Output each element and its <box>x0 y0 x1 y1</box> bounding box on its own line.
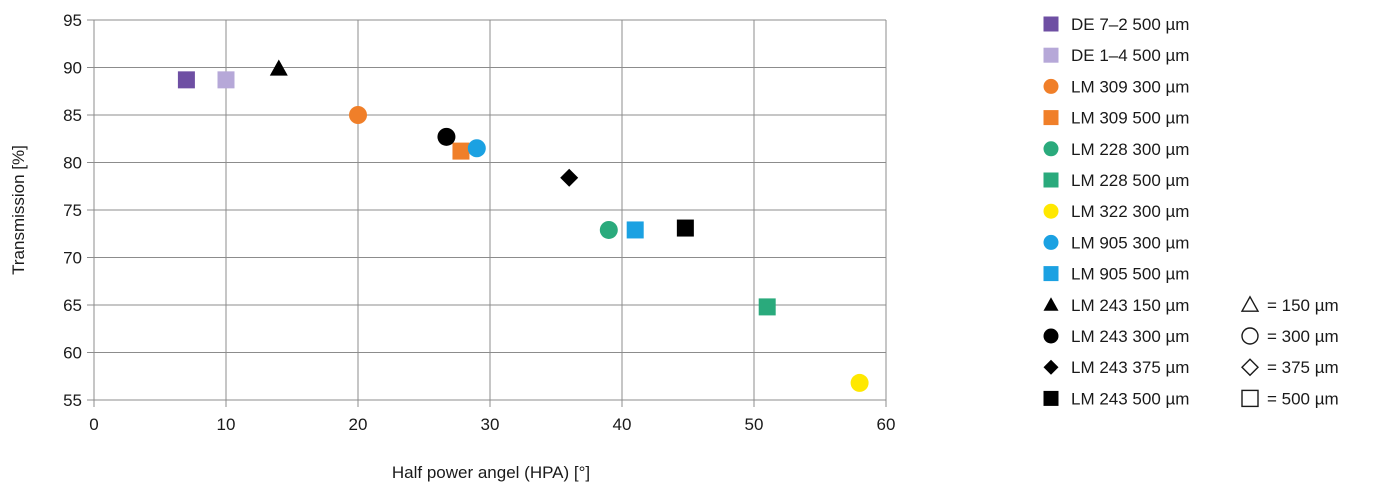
data-point-10 <box>269 59 288 76</box>
y-tick-label: 80 <box>63 154 82 173</box>
legend-label-10: LM 243 150 µm <box>1071 296 1189 315</box>
legend: DE 7–2 500 µm DE 1–4 500 µm LM 309 300 µm L… <box>1043 15 1189 408</box>
legend-marker-4 <box>1043 110 1059 126</box>
legend-label-11: LM 243 300 µm <box>1071 327 1189 346</box>
legend-marker-5 <box>1043 141 1059 157</box>
tick-labels: 55 60 65 70 75 80 85 90 95 0 10 20 30 40 50 60 <box>63 11 895 434</box>
y-tick-label: 70 <box>63 249 82 268</box>
x-tick-label: 60 <box>877 415 896 434</box>
x-tick-label: 20 <box>349 415 368 434</box>
y-tick-label: 75 <box>63 201 82 220</box>
legend-marker-8 <box>1043 234 1059 250</box>
legend-label-13: LM 243 500 µm <box>1071 389 1189 408</box>
key-marker-4 <box>1241 389 1259 408</box>
legend-marker-7 <box>1043 203 1059 219</box>
data-point-4 <box>452 142 470 160</box>
key-marker-1 <box>1240 295 1260 312</box>
axes <box>87 19 887 407</box>
legend-marker-3 <box>1043 78 1059 94</box>
data-point-3 <box>349 106 367 124</box>
x-axis-title: Half power angel (HPA) [°] <box>392 463 590 482</box>
legend-marker-10 <box>1043 297 1059 311</box>
legend-marker-2 <box>1043 47 1059 63</box>
y-tick-label: 65 <box>63 296 82 315</box>
legend-marker-1 <box>1043 16 1059 32</box>
y-tick-label: 90 <box>63 59 82 78</box>
y-tick-label: 60 <box>63 344 82 363</box>
data-point-2 <box>217 71 235 89</box>
legend-marker-9 <box>1043 266 1059 282</box>
legend-marker-11 <box>1043 328 1059 344</box>
y-axis-title: Transmission [%] <box>9 145 28 275</box>
legend-label-3: LM 309 300 µm <box>1071 77 1189 96</box>
data-point-6 <box>758 298 776 316</box>
legend-label-2: DE 1–4 500 µm <box>1071 46 1189 65</box>
key-label-4: = 500 µm <box>1267 389 1339 408</box>
data-point-5 <box>599 220 618 239</box>
key-label-1: = 150 µm <box>1267 296 1339 315</box>
grid <box>93 19 887 401</box>
data-point-13 <box>676 219 694 237</box>
legend-label-1: DE 7–2 500 µm <box>1071 15 1189 34</box>
y-tick-label: 95 <box>63 11 82 30</box>
data-points <box>177 59 869 392</box>
x-tick-label: 30 <box>481 415 500 434</box>
legend-marker-13 <box>1043 390 1059 406</box>
marker-size-key: = 150 µm = 300 µm = 375 µm = 500 µm <box>1240 295 1339 408</box>
data-point-1 <box>177 71 195 89</box>
legend-label-7: LM 322 300 µm <box>1071 202 1189 221</box>
x-tick-label: 10 <box>217 415 236 434</box>
data-point-12 <box>560 168 579 187</box>
legend-label-8: LM 905 300 µm <box>1071 233 1189 252</box>
data-point-11 <box>437 127 456 146</box>
legend-marker-6 <box>1043 172 1059 188</box>
data-point-9 <box>626 221 644 239</box>
key-marker-3 <box>1241 358 1259 377</box>
legend-label-12: LM 243 375 µm <box>1071 358 1189 377</box>
y-tick-label: 85 <box>63 106 82 125</box>
legend-label-6: LM 228 500 µm <box>1071 171 1189 190</box>
key-marker-2 <box>1241 327 1259 345</box>
legend-label-9: LM 905 500 µm <box>1071 265 1189 284</box>
legend-label-4: LM 309 500 µm <box>1071 109 1189 128</box>
x-tick-label: 0 <box>89 415 98 434</box>
data-point-7 <box>850 373 869 392</box>
key-label-3: = 375 µm <box>1267 358 1339 377</box>
data-point-8 <box>467 139 486 158</box>
y-tick-label: 55 <box>63 391 82 410</box>
x-tick-label: 50 <box>745 415 764 434</box>
legend-label-5: LM 228 300 µm <box>1071 140 1189 159</box>
x-tick-label: 40 <box>613 415 632 434</box>
key-label-2: = 300 µm <box>1267 327 1339 346</box>
legend-marker-12 <box>1043 359 1059 375</box>
